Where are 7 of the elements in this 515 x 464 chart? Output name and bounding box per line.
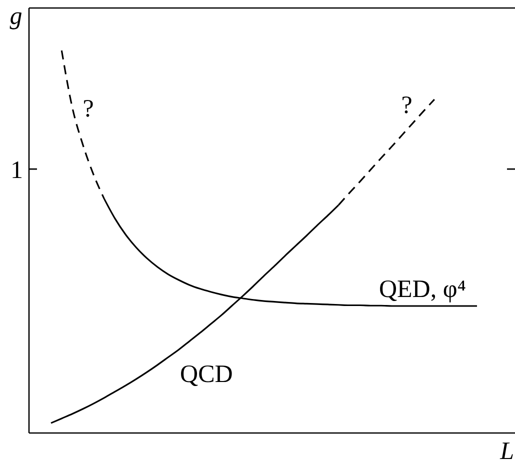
annotation: ? [82,95,94,122]
x-axis-title: L [499,438,514,464]
annotation: ? [401,92,412,119]
y-axis-title: g [10,3,22,30]
ref-line-label: 1 [10,157,23,184]
series-label: QCD [180,361,233,388]
series-label: QED, φ⁴ [378,276,466,304]
